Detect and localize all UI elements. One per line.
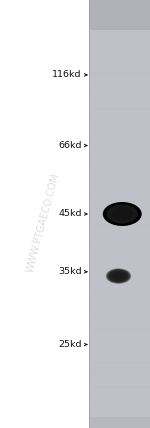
Ellipse shape (111, 208, 133, 220)
Ellipse shape (106, 204, 139, 224)
Ellipse shape (109, 270, 128, 282)
Ellipse shape (108, 205, 136, 223)
Ellipse shape (112, 208, 133, 220)
Ellipse shape (112, 208, 132, 220)
Text: 35kd: 35kd (58, 267, 82, 276)
Ellipse shape (106, 268, 131, 284)
Text: 66kd: 66kd (58, 141, 82, 150)
Ellipse shape (107, 269, 130, 283)
Bar (89, 0, 150, 30)
Text: 116kd: 116kd (52, 70, 82, 80)
Ellipse shape (110, 206, 135, 222)
Ellipse shape (108, 270, 129, 282)
Ellipse shape (111, 272, 126, 280)
Ellipse shape (114, 209, 131, 219)
Ellipse shape (110, 207, 134, 222)
Ellipse shape (107, 205, 138, 223)
Ellipse shape (108, 270, 129, 282)
Ellipse shape (106, 269, 131, 283)
Ellipse shape (107, 269, 130, 283)
Bar (89, 0, 150, 428)
Ellipse shape (109, 206, 136, 222)
Ellipse shape (106, 204, 138, 224)
Ellipse shape (105, 204, 139, 224)
Ellipse shape (111, 271, 126, 281)
Text: 25kd: 25kd (58, 340, 82, 349)
Ellipse shape (110, 271, 127, 281)
Ellipse shape (108, 270, 129, 282)
Ellipse shape (109, 270, 128, 282)
Ellipse shape (110, 271, 127, 281)
Text: 45kd: 45kd (58, 209, 82, 219)
Ellipse shape (107, 205, 138, 223)
Ellipse shape (109, 270, 128, 282)
Ellipse shape (111, 271, 126, 281)
Ellipse shape (103, 202, 142, 226)
Ellipse shape (113, 208, 131, 220)
Ellipse shape (105, 203, 140, 225)
Text: WWW.PTGAECO.COM: WWW.PTGAECO.COM (25, 172, 62, 273)
Ellipse shape (103, 202, 141, 226)
Ellipse shape (108, 205, 137, 223)
Ellipse shape (104, 203, 141, 225)
Bar (89, 417, 150, 428)
Ellipse shape (114, 209, 130, 219)
Ellipse shape (111, 207, 133, 221)
Ellipse shape (111, 207, 134, 221)
Ellipse shape (106, 269, 130, 283)
